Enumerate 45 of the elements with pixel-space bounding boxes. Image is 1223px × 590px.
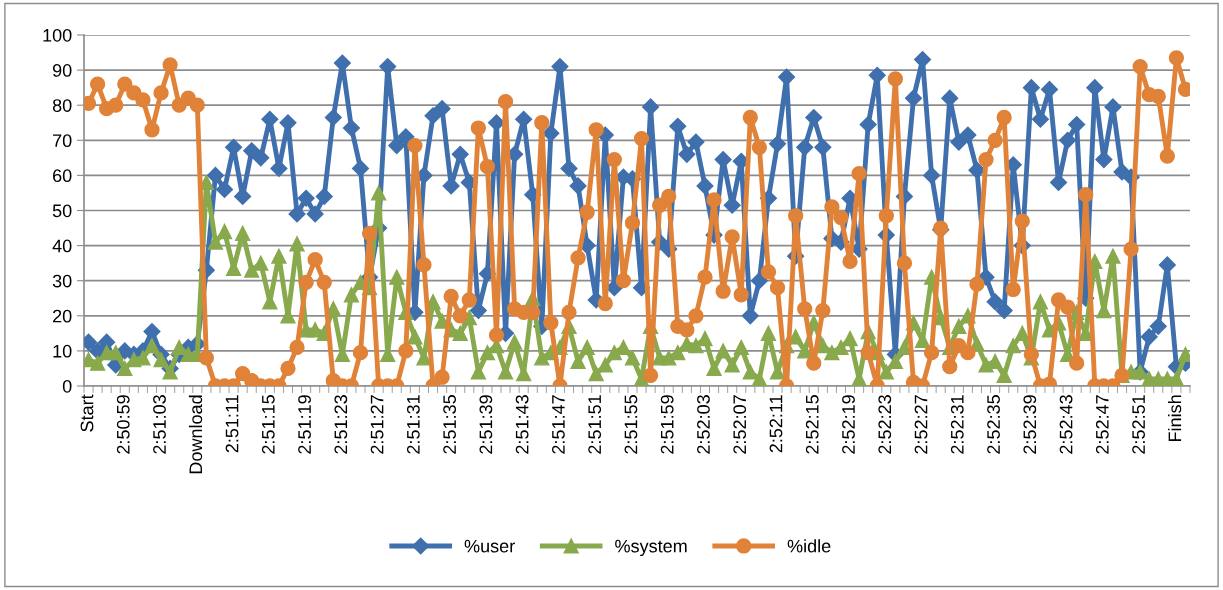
y-tick-label: 100 <box>43 28 72 42</box>
y-tick-label: 70 <box>53 134 72 148</box>
y-tick-label: 80 <box>52 99 72 112</box>
x-tick-label: 2:52:27 <box>914 395 928 454</box>
y-tick-label: 10 <box>53 344 72 358</box>
x-tick-label: 2:52:19 <box>842 395 855 454</box>
x-tick-label: 2:51:11 <box>225 395 239 453</box>
x-tick-label: 2:52:43 <box>1059 395 1073 454</box>
x-tick-label: Finish <box>1167 395 1182 442</box>
y-tick-label: 40 <box>52 239 72 253</box>
x-tick-label: 2:52:23 <box>878 395 892 454</box>
y-tick-label: 20 <box>53 309 72 323</box>
x-tick-label: 2:52:47 <box>1095 395 1109 454</box>
x-tick-label: 2:51:51 <box>588 395 602 454</box>
legend-label: %user <box>464 539 515 553</box>
legend-label: %system <box>615 539 687 557</box>
x-tick-label: Start <box>80 394 94 432</box>
x-tick-label: 2:51:35 <box>443 395 456 454</box>
x-tick-label: 2:52:15 <box>805 395 819 454</box>
y-tick-label: 0 <box>62 379 72 393</box>
legend-label: %idle <box>787 539 831 553</box>
x-tick-label: 2:52:03 <box>697 395 710 454</box>
y-tick-label: 90 <box>52 64 72 77</box>
x-tick-label: Download <box>188 395 203 474</box>
x-tick-label: 2:51:23 <box>334 395 348 454</box>
x-tick-label: 2:51:19 <box>298 395 311 454</box>
x-tick-label: 2:51:59 <box>660 395 674 454</box>
x-tick-label: 2:52:51 <box>1132 395 1145 454</box>
x-tick-label: 2:51:55 <box>624 395 638 454</box>
x-tick-label: 2:51:31 <box>406 395 420 454</box>
x-tick-label: 2:52:31 <box>950 395 964 454</box>
y-tick-label: 30 <box>52 274 72 288</box>
x-tick-label: 2:51:47 <box>552 395 565 454</box>
x-tick-label: 2:51:15 <box>261 395 275 454</box>
x-tick-label: 2:52:39 <box>1023 395 1037 454</box>
x-tick-label: 2:51:43 <box>515 395 529 454</box>
x-tick-label: 2:52:11 <box>769 395 783 453</box>
x-tick-label: 2:52:07 <box>733 395 747 454</box>
x-tick-label: 2:51:39 <box>479 395 493 454</box>
x-tick-label: 2:52:35 <box>987 395 1000 454</box>
x-tick-label: 2:51:03 <box>153 395 166 454</box>
y-tick-label: 50 <box>52 204 72 218</box>
y-tick-label: 60 <box>53 169 72 183</box>
x-tick-label: 2:50:59 <box>116 395 130 454</box>
x-tick-label: 2:51:27 <box>370 395 384 454</box>
